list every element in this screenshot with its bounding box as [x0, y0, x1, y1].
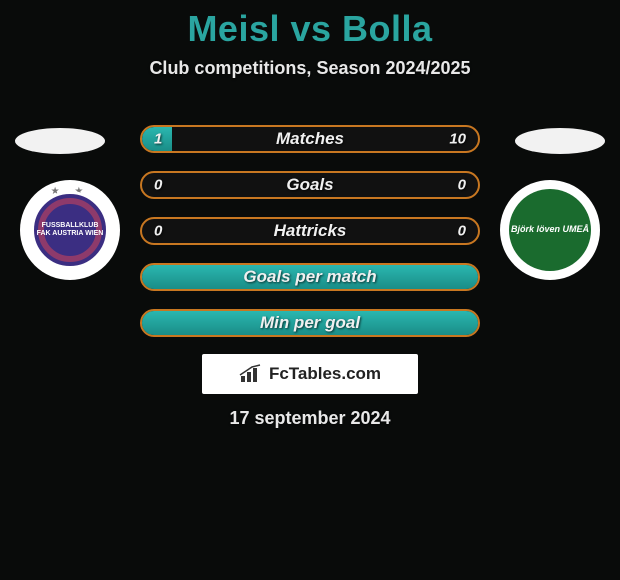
left-club-badge: ★ ★ FUSSBALLKLUB FAK AUSTRIA WIEN — [20, 180, 120, 280]
stat-label: Hattricks — [274, 221, 347, 241]
stat-left-value: 0 — [154, 223, 162, 240]
right-badge-inner: Björk löven UMEÅ — [509, 189, 591, 271]
stat-label: Min per goal — [260, 313, 360, 333]
date-text: 17 september 2024 — [0, 408, 620, 429]
chart-icon — [239, 364, 263, 384]
stat-bar-min-per-goal: Min per goal — [140, 309, 480, 337]
logo-text: FcTables.com — [269, 364, 381, 384]
right-badge-text: Björk löven UMEÅ — [511, 225, 589, 234]
right-club-badge: Björk löven UMEÅ — [500, 180, 600, 280]
stat-bar-hattricks: 0 Hattricks 0 — [140, 217, 480, 245]
right-player-ellipse — [515, 128, 605, 154]
stat-label: Matches — [276, 129, 344, 149]
stat-right-value: 10 — [449, 131, 466, 148]
stat-bar-matches: 1 Matches 10 — [140, 125, 480, 153]
stat-label: Goals — [286, 175, 333, 195]
stats-container: 1 Matches 10 0 Goals 0 0 Hattricks 0 Goa… — [140, 125, 480, 355]
left-player-ellipse — [15, 128, 105, 154]
stat-bar-goals: 0 Goals 0 — [140, 171, 480, 199]
stat-label: Goals per match — [243, 267, 376, 287]
stat-right-value: 0 — [458, 177, 466, 194]
stat-left-value: 0 — [154, 177, 162, 194]
page-title: Meisl vs Bolla — [0, 0, 620, 50]
stat-left-value: 1 — [154, 131, 162, 148]
left-badge-text: FUSSBALLKLUB FAK AUSTRIA WIEN — [34, 222, 106, 237]
stat-bar-goals-per-match: Goals per match — [140, 263, 480, 291]
fctables-logo: FcTables.com — [202, 354, 418, 394]
subtitle: Club competitions, Season 2024/2025 — [0, 58, 620, 79]
stat-right-value: 0 — [458, 223, 466, 240]
left-badge-inner: FUSSBALLKLUB FAK AUSTRIA WIEN — [31, 191, 109, 269]
